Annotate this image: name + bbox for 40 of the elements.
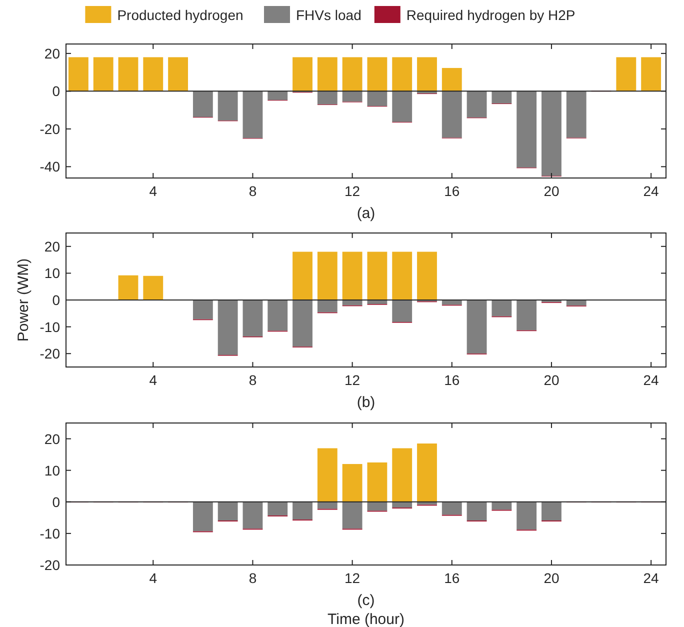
y-tick-label: 20 bbox=[44, 430, 60, 447]
legend-label: Required hydrogen by H2P bbox=[406, 7, 576, 23]
x-tick-label: 24 bbox=[643, 183, 660, 199]
legend-label: FHVs load bbox=[296, 7, 362, 23]
x-tick-label: 8 bbox=[248, 372, 257, 388]
text: (a) bbox=[356, 205, 376, 222]
text: (b) bbox=[356, 394, 376, 411]
x-tick-label: 20 bbox=[544, 183, 560, 199]
y-tick-label: 0 bbox=[52, 494, 60, 510]
x-tick-label: 12 bbox=[344, 183, 360, 199]
y-tick-label: -20 bbox=[40, 120, 60, 137]
x-tick-label: 4 bbox=[149, 372, 158, 388]
text: (c) bbox=[357, 592, 375, 609]
y-tick-label: 10 bbox=[44, 265, 60, 282]
x-tick-label: 24 bbox=[643, 372, 660, 388]
y-tick-label: -20 bbox=[40, 346, 60, 362]
x-tick-label: 24 bbox=[643, 570, 660, 586]
x-tick-label: 8 bbox=[248, 570, 257, 586]
x-tick-label: 16 bbox=[444, 183, 460, 199]
x-tick-label: 16 bbox=[444, 570, 460, 586]
x-tick-label: 4 bbox=[149, 570, 158, 586]
y-axis-title: Power (WM) bbox=[15, 258, 32, 342]
x-tick-label: 4 bbox=[149, 183, 158, 199]
legend-label: Producted hydrogen bbox=[117, 7, 244, 23]
y-tick-label: -10 bbox=[40, 318, 60, 335]
x-tick-label: 16 bbox=[444, 372, 460, 388]
y-tick-label: 0 bbox=[52, 83, 60, 100]
x-axis-title: Time (hour) bbox=[328, 611, 404, 627]
x-tick-label: 12 bbox=[344, 372, 360, 388]
y-tick-label: 20 bbox=[44, 238, 60, 254]
y-tick-label: 20 bbox=[44, 45, 60, 62]
x-tick-label: 8 bbox=[248, 183, 257, 199]
y-tick-label: -10 bbox=[40, 525, 60, 542]
y-tick-label: -20 bbox=[40, 557, 60, 573]
y-tick-label: 10 bbox=[44, 462, 60, 478]
x-tick-label: 20 bbox=[544, 372, 560, 388]
y-tick-label: -40 bbox=[40, 158, 60, 175]
y-tick-label: 0 bbox=[52, 292, 60, 308]
x-tick-label: 20 bbox=[544, 570, 560, 586]
x-tick-label: 12 bbox=[344, 570, 360, 586]
